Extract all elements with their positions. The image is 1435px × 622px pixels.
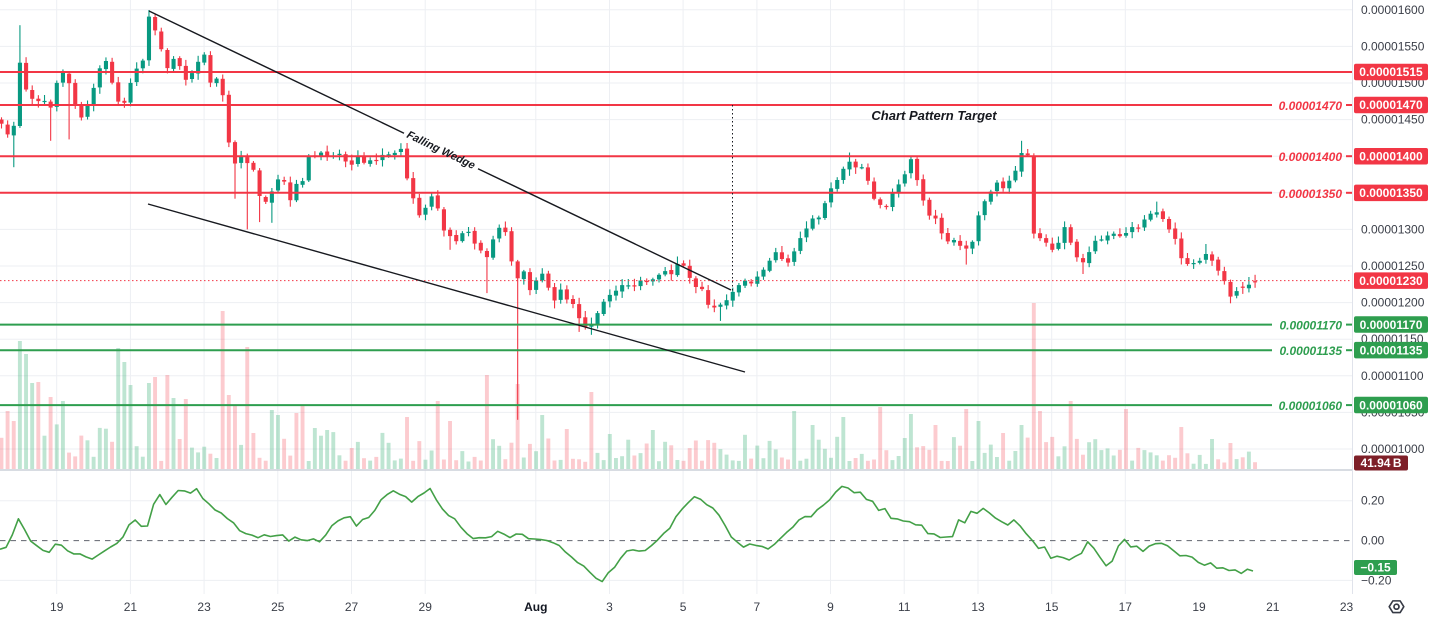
svg-text:0.00001470: 0.00001470: [1359, 98, 1423, 112]
svg-text:−0.20: −0.20: [1361, 573, 1392, 587]
svg-text:0.00: 0.00: [1361, 534, 1385, 548]
svg-text:−0.15: −0.15: [1360, 561, 1391, 575]
svg-text:41.94 B: 41.94 B: [1360, 456, 1401, 470]
svg-text:5: 5: [680, 600, 687, 614]
svg-text:19: 19: [1192, 600, 1206, 614]
svg-text:Aug: Aug: [524, 600, 547, 614]
svg-text:0.00001400: 0.00001400: [1359, 149, 1423, 163]
svg-text:13: 13: [971, 600, 985, 614]
svg-text:23: 23: [1340, 600, 1354, 614]
svg-text:21: 21: [1266, 600, 1280, 614]
svg-text:0.00001250: 0.00001250: [1361, 259, 1425, 273]
svg-text:0.00001300: 0.00001300: [1361, 222, 1425, 236]
svg-text:0.00001230: 0.00001230: [1359, 274, 1423, 288]
svg-text:0.00001170: 0.00001170: [1279, 319, 1342, 333]
svg-text:0.00001060: 0.00001060: [1279, 399, 1343, 413]
svg-text:27: 27: [345, 600, 359, 614]
svg-text:0.00001515: 0.00001515: [1359, 65, 1423, 79]
svg-text:23: 23: [197, 600, 211, 614]
svg-text:0.00001550: 0.00001550: [1361, 39, 1425, 53]
svg-text:0.00001135: 0.00001135: [1279, 344, 1342, 358]
svg-text:25: 25: [271, 600, 285, 614]
svg-text:17: 17: [1119, 600, 1133, 614]
svg-text:0.00001135: 0.00001135: [1360, 343, 1423, 357]
svg-text:Chart Pattern Target: Chart Pattern Target: [871, 108, 997, 123]
svg-text:21: 21: [124, 600, 138, 614]
svg-text:3: 3: [606, 600, 613, 614]
svg-text:0.00001350: 0.00001350: [1359, 186, 1423, 200]
svg-text:0.00001350: 0.00001350: [1279, 187, 1343, 201]
svg-text:29: 29: [419, 600, 433, 614]
svg-text:19: 19: [50, 600, 64, 614]
svg-text:0.00001450: 0.00001450: [1361, 113, 1425, 127]
svg-text:7: 7: [754, 600, 761, 614]
svg-text:0.00001060: 0.00001060: [1359, 398, 1423, 412]
svg-text:0.00001000: 0.00001000: [1361, 442, 1425, 456]
svg-text:0.00001600: 0.00001600: [1361, 3, 1425, 17]
svg-text:0.00001200: 0.00001200: [1361, 296, 1425, 310]
svg-text:15: 15: [1045, 600, 1059, 614]
svg-text:0.00001470: 0.00001470: [1279, 99, 1343, 113]
svg-text:0.00001100: 0.00001100: [1361, 369, 1424, 383]
svg-text:0.00001400: 0.00001400: [1279, 150, 1343, 164]
svg-text:9: 9: [827, 600, 834, 614]
svg-text:11: 11: [898, 600, 911, 614]
svg-text:0.00001170: 0.00001170: [1360, 318, 1423, 332]
svg-text:0.20: 0.20: [1361, 494, 1385, 508]
